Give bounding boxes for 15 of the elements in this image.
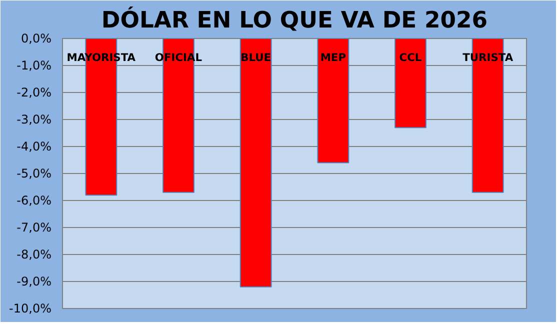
y-tick-label: -1,0% [16,58,52,72]
y-tick-label: -10,0% [9,302,52,316]
x-tick-label: MEP [320,50,346,64]
y-tick-label: 0,0% [21,32,52,46]
y-tick-label: -9,0% [16,274,52,288]
y-tick-label: -6,0% [16,194,52,208]
y-tick-label: -3,0% [16,112,52,126]
x-tick-label: CCL [399,50,422,64]
y-tick-label: -4,0% [16,140,52,154]
y-tick-label: -8,0% [16,248,52,262]
y-tick-label: -2,0% [16,86,52,100]
chart-title: DÓLAR EN LO QUE VA DE 2026 [101,6,488,34]
y-tick-label: -5,0% [16,166,52,180]
y-tick-label: -7,0% [16,220,52,234]
x-tick-label: BLUE [240,50,272,64]
